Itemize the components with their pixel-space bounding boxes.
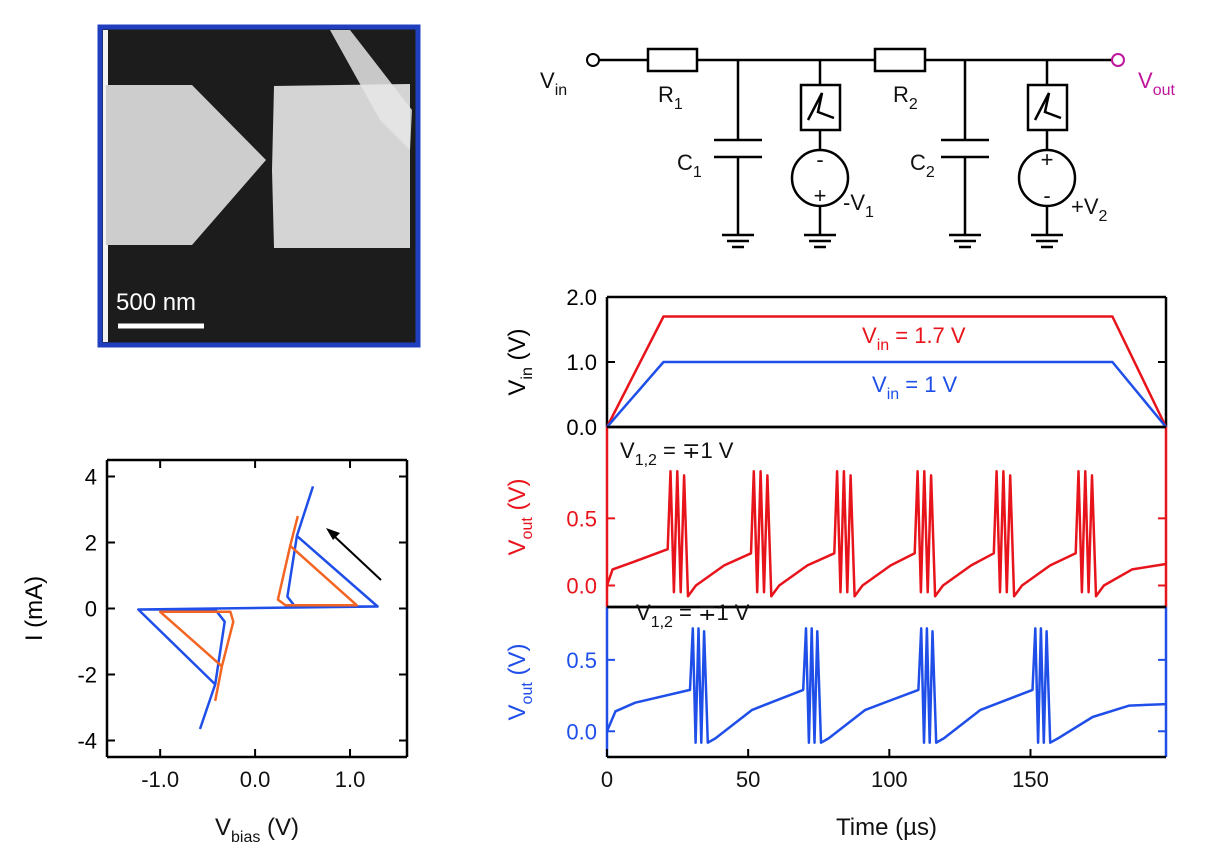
text-main: R [893,82,909,107]
text-sub: bias [231,829,260,846]
text-main: C [910,150,926,175]
x-axis-label: Vbias (V) [215,814,299,846]
circuit-label: +V2 [1071,194,1108,225]
annotation: V1,2 = ∓1 V [636,600,750,631]
y-tick-label: 2.0 [566,285,597,310]
text-main: V [504,704,531,720]
text-sub: in [519,367,536,379]
y-tick-label: 0.0 [566,574,597,599]
y-tick-label: 4 [85,465,97,490]
source-sign: - [1043,183,1050,208]
source-sign: + [1041,147,1054,172]
data-line [158,515,358,702]
annotation: Vin = 1 V [872,372,958,403]
data-line [605,470,1167,598]
text-sub: 1 [674,96,683,113]
x-tick-label: 0 [601,767,613,792]
text-sub: 1 [693,164,702,181]
text-main: V [1138,68,1153,93]
y-tick-label: 0.0 [566,415,597,440]
text-sub: 2 [909,96,918,113]
text-main: V [504,380,531,396]
y-tick-label: 0.0 [566,719,597,744]
text-sub: out [1153,82,1176,99]
y-tick-label: -4 [77,729,97,754]
text-sub: out [519,517,536,540]
text-main: V [504,539,531,555]
y-tick-label: 1.0 [566,350,597,375]
x-tick-label: 100 [871,767,908,792]
text-sub: in [887,386,899,403]
text-rest: (V) [260,814,299,841]
text-sub: in [877,337,889,354]
text-rest: (V) [504,328,531,367]
y-tick-label: 0.5 [566,648,597,673]
text-main: V [215,814,231,841]
circuit-label: R2 [893,82,918,113]
circuit-label: Vout [1138,68,1175,99]
text-main: V [620,438,635,463]
annotation: Vin = 1.7 V [862,323,966,354]
y-axis-label: Vin (V) [504,328,536,395]
y-tick-label: -2 [77,663,97,688]
y-axis-label: Vout (V) [504,644,536,721]
scale-bar-label: 500 nm [116,289,196,316]
text-main: V [872,372,887,397]
y-tick-label: 2 [85,531,97,556]
text-sub: 2 [926,164,935,181]
annotation: V1,2 = ∓1 V [620,438,734,469]
text-main: V [862,323,877,348]
text-main: -V [843,190,865,215]
text-rest: = ∓1 V [657,438,734,463]
sweep-arrow [326,528,382,581]
text-main: C [677,150,693,175]
data-line [137,486,379,730]
x-tick-label: 50 [736,767,760,792]
text-sub: out [519,682,536,705]
x-tick-label: -1.0 [141,767,179,792]
text-sub: 1,2 [635,452,657,469]
y-axis-label: I (mA) [21,576,48,641]
circuit-label: Vin [540,68,567,99]
circuit: - + + - Vin R1 R2 C1 C2 -V1 +V2 Vout [540,47,1175,249]
y-axis-label: Vout (V) [504,479,536,556]
text-sub: 1,2 [651,614,673,631]
text-main: V [540,68,555,93]
data-line [606,360,1167,428]
data-line [605,627,1167,744]
y-tick-label: 0 [85,597,97,622]
source-sign: - [816,147,823,172]
circuit-label: R1 [658,82,683,113]
y-tick-label: 0.5 [566,506,597,531]
text-rest: = ∓1 V [673,600,750,625]
text-rest: (V) [504,644,531,683]
data-line [605,315,1168,428]
sem-image: 500 nm [97,24,421,348]
x-axis-label: Time (µs) [836,814,937,841]
text-sub: in [555,82,567,99]
circuit-label: C2 [910,150,935,181]
text-main: +V [1071,194,1099,219]
text-main: V [636,600,651,625]
text-main: I (mA) [21,576,48,641]
circuit-label: -V1 [843,190,874,221]
x-tick-label: 0.0 [240,767,271,792]
circuit-label: C1 [677,150,702,181]
source-sign: + [814,183,827,208]
text-rest: = 1.7 V [889,323,966,348]
text-rest: = 1 V [899,372,957,397]
text-main: Time (µs) [836,814,937,841]
text-sub: 1 [865,204,874,221]
text-sub: 2 [1099,208,1108,225]
x-tick-label: 150 [1012,767,1049,792]
x-tick-label: 1.0 [335,767,366,792]
text-main: R [658,82,674,107]
text-rest: (V) [504,479,531,518]
